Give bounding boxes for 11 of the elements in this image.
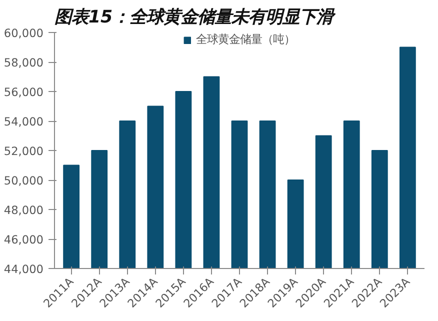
legend-label: 全球黄金储量（吨） bbox=[196, 32, 295, 47]
y-tick-label: 58,000 bbox=[4, 56, 44, 70]
y-tick-label: 56,000 bbox=[4, 85, 44, 99]
y-tick-label: 54,000 bbox=[4, 114, 44, 128]
y-tick-label: 52,000 bbox=[4, 144, 44, 158]
chart-title: 图表15：全球黄金储量未有明显下滑 bbox=[54, 8, 336, 28]
y-tick-label: 44,000 bbox=[4, 262, 44, 276]
y-tick-label: 50,000 bbox=[4, 174, 44, 188]
y-tick-label: 60,000 bbox=[4, 26, 44, 40]
y-tick-label: 46,000 bbox=[4, 232, 44, 246]
y-tick-label: 48,000 bbox=[4, 203, 44, 217]
